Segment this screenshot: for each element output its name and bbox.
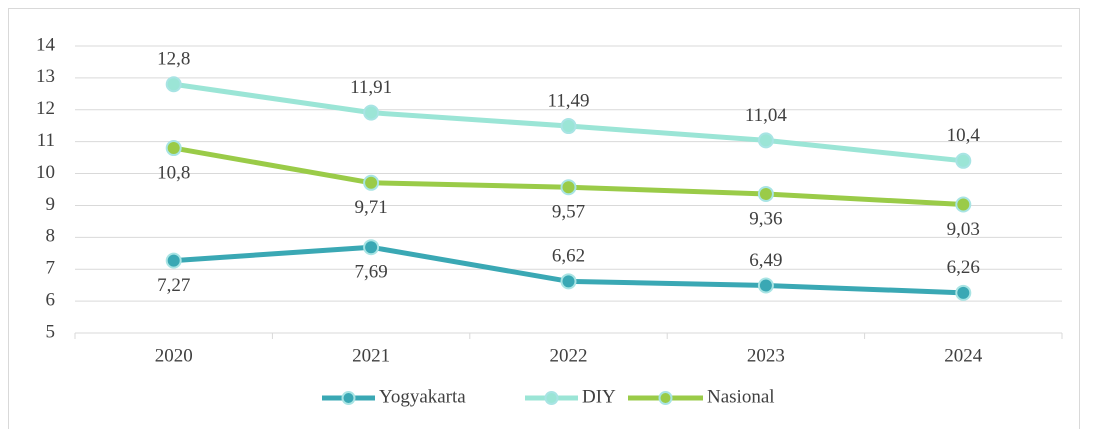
legend-label: Nasional bbox=[707, 386, 775, 407]
x-tick-label: 2023 bbox=[747, 345, 785, 366]
data-label: 9,57 bbox=[552, 202, 585, 223]
point-marker bbox=[757, 277, 774, 294]
point-marker bbox=[363, 104, 380, 121]
y-tick-label: 11 bbox=[37, 130, 55, 151]
legend-marker bbox=[544, 391, 559, 405]
legend-marker bbox=[658, 391, 673, 405]
point-marker bbox=[363, 239, 380, 256]
data-label: 7,27 bbox=[157, 275, 190, 296]
y-tick-label: 13 bbox=[36, 66, 55, 87]
chart-border bbox=[8, 8, 1080, 429]
data-label: 7,69 bbox=[354, 262, 387, 283]
x-tick-label: 2024 bbox=[944, 345, 983, 366]
point-marker bbox=[955, 152, 972, 169]
y-tick-label: 5 bbox=[46, 321, 56, 342]
legend-label: DIY bbox=[582, 386, 616, 407]
data-label: 9,03 bbox=[947, 219, 980, 240]
point-marker bbox=[560, 118, 577, 135]
data-label: 6,62 bbox=[552, 246, 585, 267]
data-label: 11,91 bbox=[350, 77, 392, 98]
point-marker bbox=[757, 132, 774, 149]
legend-label: Yogyakarta bbox=[379, 386, 466, 407]
point-marker bbox=[560, 179, 577, 196]
point-marker bbox=[955, 196, 972, 213]
point-marker bbox=[757, 185, 774, 202]
data-label: 11,04 bbox=[745, 105, 788, 126]
data-label: 12,8 bbox=[157, 49, 190, 70]
x-tick-label: 2022 bbox=[550, 345, 588, 366]
y-tick-label: 6 bbox=[46, 289, 56, 310]
point-marker bbox=[955, 284, 972, 301]
point-marker bbox=[560, 273, 577, 290]
data-label: 9,71 bbox=[354, 197, 387, 218]
data-label: 10,8 bbox=[157, 162, 190, 183]
point-marker bbox=[165, 76, 182, 93]
data-label: 11,49 bbox=[547, 90, 589, 111]
data-label: 6,26 bbox=[947, 257, 980, 278]
data-label: 9,36 bbox=[749, 208, 782, 229]
y-tick-label: 7 bbox=[46, 258, 56, 279]
point-marker bbox=[165, 140, 182, 157]
x-tick-label: 2021 bbox=[352, 345, 390, 366]
point-marker bbox=[363, 174, 380, 191]
legend-marker bbox=[341, 391, 356, 405]
y-tick-label: 9 bbox=[46, 194, 56, 215]
data-label: 10,4 bbox=[947, 125, 981, 146]
x-tick-label: 2020 bbox=[155, 345, 193, 366]
y-tick-label: 14 bbox=[36, 34, 56, 55]
y-tick-label: 8 bbox=[46, 226, 56, 247]
y-tick-label: 10 bbox=[36, 162, 55, 183]
point-marker bbox=[165, 252, 182, 269]
data-label: 6,49 bbox=[749, 250, 782, 271]
y-tick-label: 12 bbox=[36, 98, 55, 119]
